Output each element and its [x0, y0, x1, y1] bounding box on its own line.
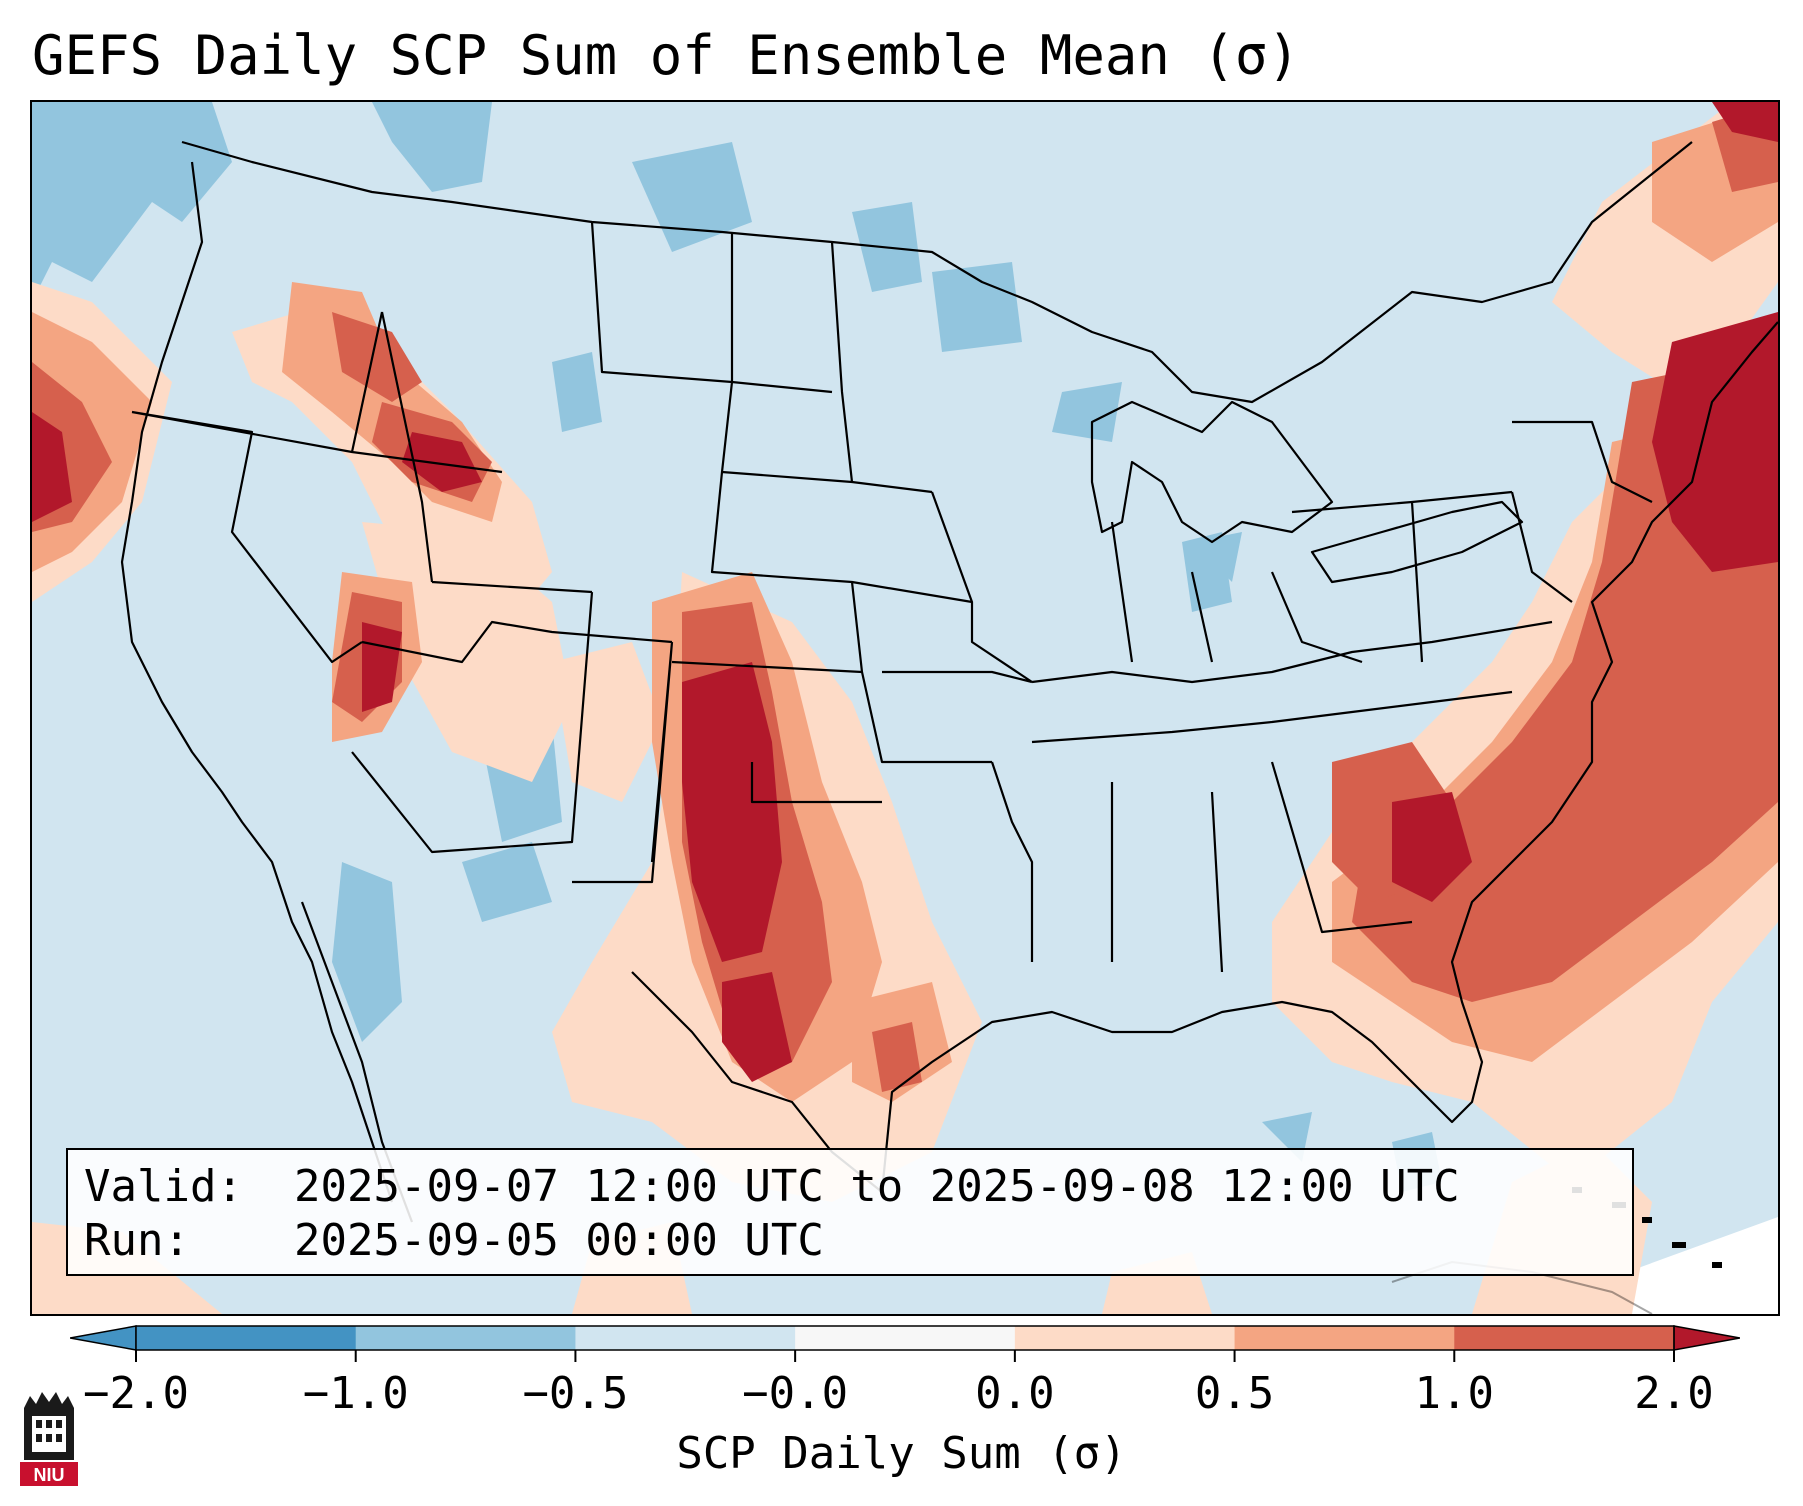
colorbar-extend-low [70, 1325, 137, 1351]
niu-logo-band [20, 1462, 78, 1486]
colorbar-segment [1454, 1326, 1675, 1350]
valid-time-box: Valid: 2025-09-07 12:00 UTC to 2025-09-08… [66, 1148, 1634, 1276]
west-coast [120, 161, 394, 1203]
colorbar-segment [355, 1326, 576, 1350]
colorbar-tick-label: 0.5 [1194, 1368, 1275, 1419]
scp-map [32, 102, 1778, 1314]
colorbar-outline [135, 1325, 1675, 1351]
colorbar-tick-label: −0.0 [742, 1368, 849, 1419]
valid-value: 2025-09-07 12:00 UTC to 2025-09-08 12:00… [294, 1161, 1460, 1212]
colorbar-segment [795, 1326, 1016, 1350]
colorbar-tick-label: 0.0 [975, 1368, 1055, 1419]
great-lakes [1090, 400, 1334, 544]
valid-line: Valid: 2025-09-07 12:00 UTC to 2025-09-08… [84, 1160, 1632, 1214]
boundaries [120, 140, 1778, 1223]
state-lines-west [131, 311, 674, 884]
colorbar-tick-label: −2.0 [83, 1368, 189, 1419]
us-canada-border [181, 140, 1693, 404]
niu-logo: NIU [20, 1392, 78, 1486]
colorbar-tick-label: −0.5 [522, 1368, 629, 1419]
niu-logo-text: NIU [34, 1465, 65, 1485]
colorbar-tick-label: 1.0 [1414, 1368, 1495, 1419]
state-lines-east [1031, 420, 1653, 973]
colorbar-segment [136, 1326, 357, 1350]
run-label: Run: [84, 1215, 190, 1266]
colorbar [70, 1325, 1740, 1362]
gulf-coast [631, 321, 1778, 1194]
colorbar-tick-label: −1.0 [302, 1368, 409, 1419]
lake-erie-ontario [1310, 500, 1524, 584]
colorbar-segment [1014, 1326, 1236, 1350]
colorbar-segment [575, 1326, 796, 1350]
valid-label: Valid: [84, 1161, 243, 1212]
run-value: 2025-09-05 00:00 UTC [294, 1215, 824, 1266]
colorbar-segment [1234, 1326, 1455, 1350]
colorbar-tick-label: 2.0 [1634, 1368, 1714, 1419]
run-line: Run: 2025-09-05 00:00 UTC [84, 1214, 1632, 1268]
colorbar-label: SCP Daily Sum (σ) [676, 1428, 1127, 1479]
colorbar-extend-high [1673, 1325, 1740, 1351]
map-panel [30, 100, 1780, 1316]
map-title: GEFS Daily SCP Sum of Ensemble Mean (σ) [32, 24, 1300, 87]
state-lines-central [590, 221, 1034, 962]
